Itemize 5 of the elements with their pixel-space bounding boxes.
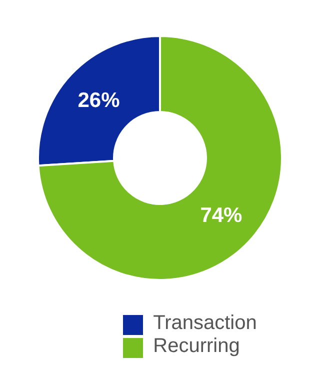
legend-label: Recurring xyxy=(153,335,240,357)
legend-label: Transaction xyxy=(153,312,257,334)
data-label: 74% xyxy=(200,204,243,227)
donut-slice xyxy=(37,35,283,281)
data-label: 26% xyxy=(78,89,120,112)
